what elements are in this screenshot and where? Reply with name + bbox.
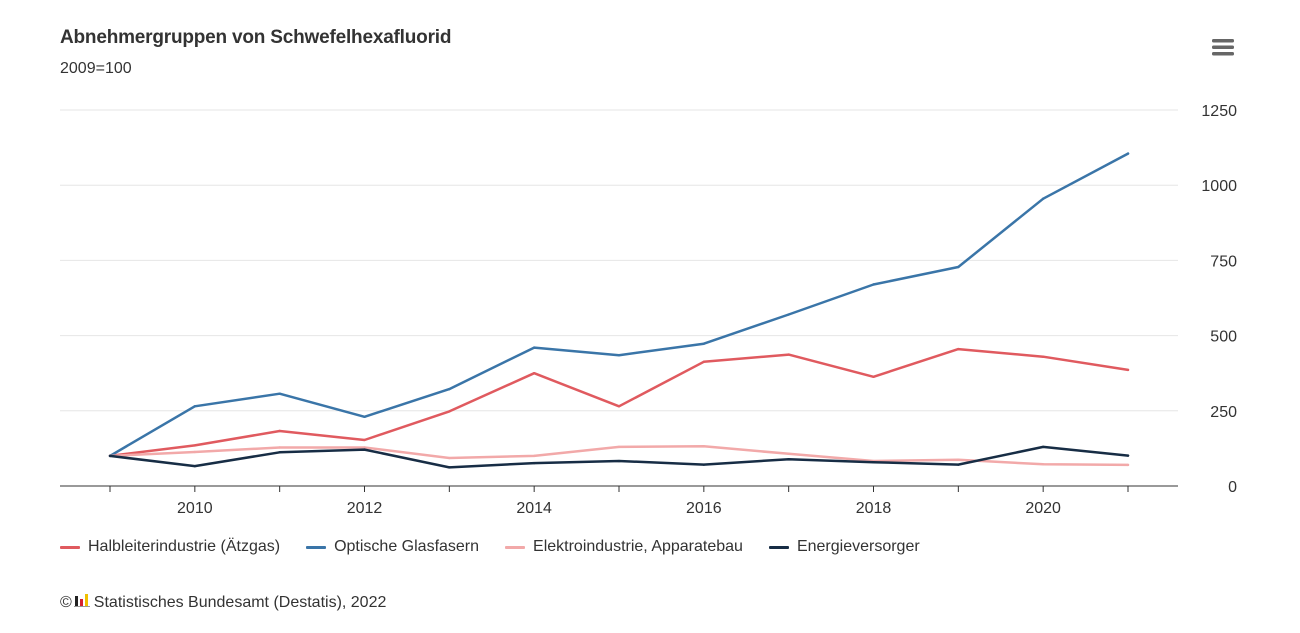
data-point xyxy=(957,265,960,269)
legend-item[interactable]: Optische Glasfasern xyxy=(306,538,479,556)
data-point xyxy=(448,410,451,413)
chart-legend: Halbleiterindustrie (Ätzgas) Optische Gla… xyxy=(60,538,946,556)
data-point xyxy=(1126,152,1130,155)
x-tick-label: 2020 xyxy=(1025,500,1061,517)
data-point xyxy=(448,466,451,469)
data-point xyxy=(1041,197,1045,200)
legend-label: Halbleiterindustrie (Ätzgas) xyxy=(88,538,281,555)
data-point xyxy=(787,452,790,456)
data-point xyxy=(532,454,536,458)
data-point xyxy=(193,464,197,468)
data-point xyxy=(278,451,281,454)
y-tick-label: 500 xyxy=(1210,329,1237,346)
data-point xyxy=(108,454,112,458)
data-point xyxy=(957,458,960,462)
data-point xyxy=(532,461,536,465)
data-point xyxy=(363,446,366,449)
legend-label: Energieversorger xyxy=(796,538,920,555)
data-point xyxy=(532,346,536,349)
data-point xyxy=(363,448,366,451)
chart-subtitle: 2009=100 xyxy=(60,60,132,77)
data-point xyxy=(1041,463,1045,466)
data-point xyxy=(957,463,960,466)
x-tick-label: 2014 xyxy=(516,500,552,517)
data-point xyxy=(193,444,197,447)
legend-item[interactable]: Energieversorger xyxy=(768,538,920,556)
data-point xyxy=(278,429,281,433)
y-tick-label: 1000 xyxy=(1201,178,1237,195)
data-point xyxy=(363,438,366,442)
legend-swatch xyxy=(306,545,327,549)
data-point xyxy=(532,372,536,375)
y-tick-label: 250 xyxy=(1210,404,1237,421)
data-point xyxy=(787,458,790,461)
data-point xyxy=(193,405,197,408)
data-point xyxy=(448,456,451,460)
credits: © Statistisches Bundesamt (Destatis), 20… xyxy=(60,593,386,612)
data-point xyxy=(617,459,621,463)
legend-label: Optische Glasfasern xyxy=(334,538,480,555)
data-point xyxy=(1126,463,1130,467)
x-tick-label: 2010 xyxy=(177,500,213,517)
data-point xyxy=(278,392,281,395)
data-point xyxy=(872,461,875,464)
data-point xyxy=(702,360,706,363)
data-point xyxy=(957,347,960,351)
destatis-logo-icon xyxy=(73,593,90,612)
y-tick-label: 0 xyxy=(1228,479,1237,496)
data-point xyxy=(617,445,621,449)
x-tick-label: 2016 xyxy=(686,500,722,517)
data-point xyxy=(617,405,621,408)
data-point xyxy=(278,446,281,449)
legend-item[interactable]: Halbleiterindustrie (Ätzgas) xyxy=(60,538,280,556)
data-point xyxy=(787,353,790,356)
data-point xyxy=(702,445,706,448)
legend-swatch xyxy=(505,545,526,549)
legend-swatch xyxy=(60,545,80,549)
credits-text[interactable]: Statistisches Bundesamt (Destatis), 2022 xyxy=(93,593,387,611)
data-point xyxy=(448,387,451,391)
copyright-symbol: © xyxy=(60,593,72,611)
legend-label: Elektroindustrie, Apparatebau xyxy=(533,538,743,555)
legend-item[interactable]: Elektroindustrie, Apparatebau xyxy=(505,538,743,556)
x-tick-label: 2012 xyxy=(347,500,383,517)
series-line-0[interactable] xyxy=(108,347,1130,458)
data-point xyxy=(193,450,197,454)
y-tick-label: 750 xyxy=(1210,253,1237,270)
data-point xyxy=(1126,368,1130,372)
series-line-3[interactable] xyxy=(108,445,1130,469)
hamburger-menu-icon[interactable] xyxy=(1206,34,1240,62)
legend-swatch xyxy=(768,545,789,549)
data-point xyxy=(702,342,706,345)
data-point xyxy=(1041,445,1045,449)
data-point xyxy=(363,415,366,419)
data-point xyxy=(787,313,790,316)
data-point xyxy=(1126,454,1130,457)
x-tick-label: 2018 xyxy=(856,500,892,517)
chart-title: Abnehmergruppen von Schwefelhexafluorid xyxy=(60,27,452,48)
data-point xyxy=(1041,355,1045,358)
data-point xyxy=(617,353,621,357)
y-tick-label: 1250 xyxy=(1201,103,1237,120)
data-point xyxy=(872,375,875,379)
data-point xyxy=(872,283,875,286)
data-point xyxy=(702,463,706,466)
